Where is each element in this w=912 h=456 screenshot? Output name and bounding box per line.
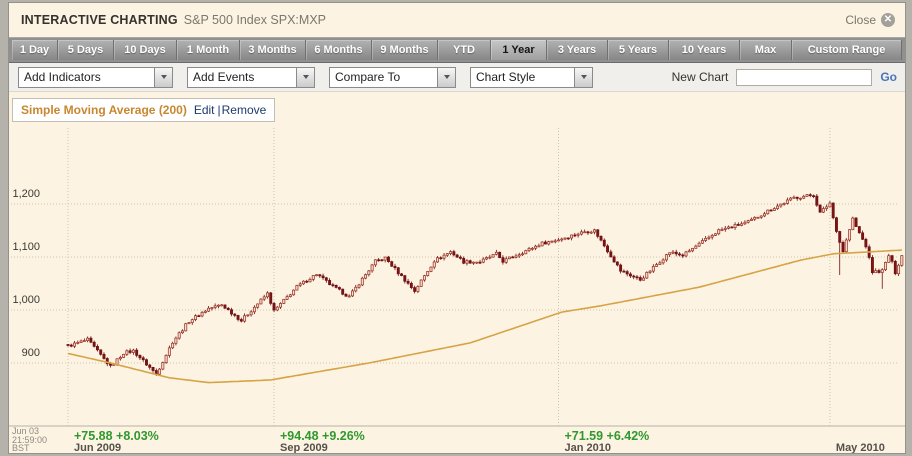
candlestick-chart[interactable] xyxy=(9,92,905,453)
dropdown-selected-value: Chart Style xyxy=(476,70,536,84)
chevron-down-icon xyxy=(574,67,592,87)
range-button-9-months[interactable]: 9 Months xyxy=(372,40,438,60)
y-axis-label: 900 xyxy=(21,347,40,359)
y-axis-label: 1,100 xyxy=(12,241,40,253)
timestamp-line: 21:59:00 xyxy=(12,434,48,445)
chart-area: Simple Moving Average (200) Edit | Remov… xyxy=(9,92,905,453)
toolbar: Add Indicators Add Events Compare To Chart … xyxy=(9,63,905,92)
indicator-tag: Simple Moving Average (200) Edit | Remov… xyxy=(12,98,276,122)
new-chart-label: New Chart xyxy=(671,70,729,84)
x-axis-label: Sep 2009 xyxy=(280,442,328,453)
dropdown-selected-value: Add Indicators xyxy=(24,70,101,84)
new-chart-input[interactable] xyxy=(736,68,873,86)
range-button-3-months[interactable]: 3 Months xyxy=(240,40,306,60)
compare-to-dropdown[interactable]: Compare To xyxy=(329,66,456,88)
range-button-ytd[interactable]: YTD xyxy=(438,40,491,60)
range-button-1-month[interactable]: 1 Month xyxy=(177,40,240,60)
range-button-5-days[interactable]: 5 Days xyxy=(58,40,114,60)
range-button-1-day[interactable]: 1 Day xyxy=(12,40,58,60)
range-button-custom-range[interactable]: Custom Range xyxy=(792,40,902,60)
x-axis-label: Jun 2009 xyxy=(74,442,122,453)
timestamp-line: Jun 03 xyxy=(12,426,40,436)
indicator-edit-link[interactable]: Edit xyxy=(193,103,215,117)
close-label: Close xyxy=(845,13,876,27)
dropdown-selected-value: Add Events xyxy=(193,70,255,84)
new-chart-group: New Chart Go xyxy=(671,68,897,86)
close-button[interactable]: Close ✕ xyxy=(845,13,895,27)
period-change-label: +71.59 +6.42% xyxy=(564,429,650,443)
x-axis-label: Jan 2010 xyxy=(564,442,611,453)
range-button-10-days[interactable]: 10 Days xyxy=(114,40,177,60)
range-button-10-years[interactable]: 10 Years xyxy=(669,40,740,60)
chart-style-dropdown[interactable]: Chart Style xyxy=(470,66,593,88)
x-axis-label: May 2010 xyxy=(835,442,885,453)
charting-window: INTERACTIVE CHARTING S&P 500 Index SPX:M… xyxy=(8,2,906,454)
chevron-down-icon xyxy=(296,67,314,87)
chart-start-timestamp: Jun 03 21:59:00 BST xyxy=(12,427,47,453)
dropdown-group: Add Indicators Add Events Compare To Chart … xyxy=(18,66,593,88)
indicator-remove-link[interactable]: Remove xyxy=(221,103,267,117)
range-buttons-bar: 1 Day 5 Days 10 Days 1 Month 3 Months 6 Month… xyxy=(9,37,905,63)
range-button-6-months[interactable]: 6 Months xyxy=(306,40,372,60)
add-indicators-dropdown[interactable]: Add Indicators xyxy=(18,66,173,88)
period-change-label: +75.88 +8.03% xyxy=(74,429,159,443)
page-title: INTERACTIVE CHARTING xyxy=(21,13,178,27)
period-change-label: +94.48 +9.26% xyxy=(280,429,365,443)
timestamp-line: BST xyxy=(12,443,30,453)
range-button-1-year[interactable]: 1 Year xyxy=(491,40,547,60)
range-button-5-years[interactable]: 5 Years xyxy=(608,40,669,60)
range-button-max[interactable]: Max xyxy=(740,40,792,60)
indicator-link-separator: | xyxy=(217,103,221,117)
y-axis-label: 1,000 xyxy=(12,294,40,306)
add-events-dropdown[interactable]: Add Events xyxy=(187,66,315,88)
range-button-3-years[interactable]: 3 Years xyxy=(547,40,608,60)
chevron-down-icon xyxy=(154,67,172,87)
dropdown-selected-value: Compare To xyxy=(335,70,401,84)
close-icon: ✕ xyxy=(881,13,895,27)
chart-symbol: S&P 500 Index SPX:MXP xyxy=(183,13,326,27)
indicator-name: Simple Moving Average (200) xyxy=(21,103,187,117)
sma-200-line xyxy=(67,249,902,384)
go-button[interactable]: Go xyxy=(880,70,897,84)
window-header: INTERACTIVE CHARTING S&P 500 Index SPX:M… xyxy=(9,3,905,37)
chevron-down-icon xyxy=(437,67,455,87)
y-axis-label: 1,200 xyxy=(12,188,40,200)
